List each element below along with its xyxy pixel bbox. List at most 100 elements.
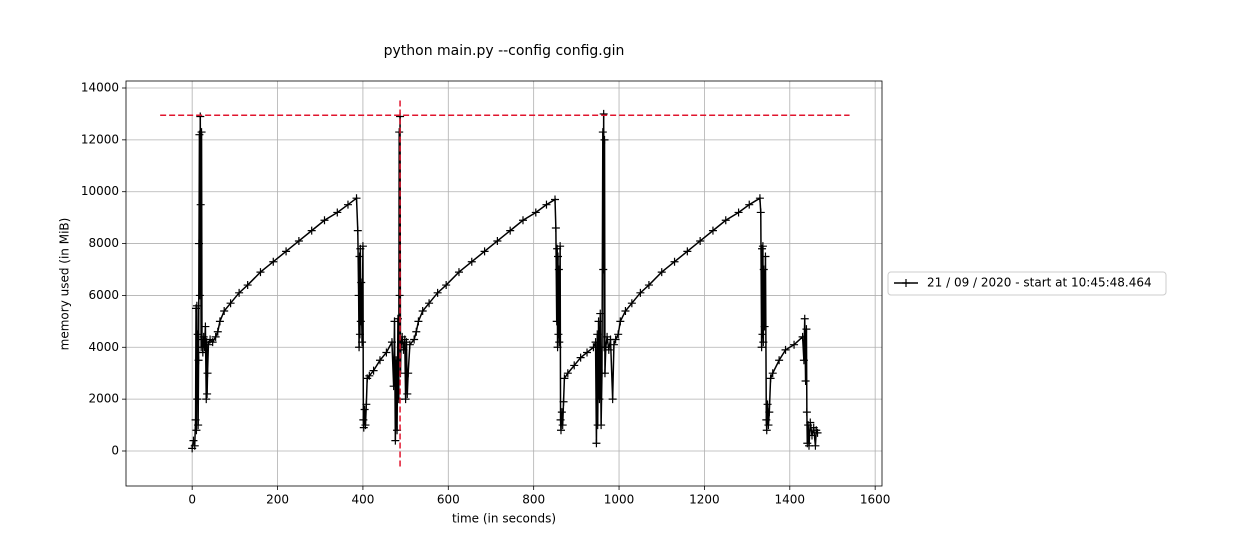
data-point bbox=[189, 436, 198, 445]
y-tick-label: 2000 bbox=[88, 392, 119, 406]
data-point bbox=[213, 327, 222, 336]
data-point bbox=[600, 135, 609, 144]
data-point bbox=[256, 268, 265, 277]
data-point bbox=[194, 356, 203, 365]
data-point bbox=[333, 208, 342, 217]
data-point bbox=[202, 395, 211, 404]
data-point bbox=[813, 428, 822, 437]
data-point bbox=[775, 356, 784, 365]
data-point bbox=[199, 332, 208, 341]
data-point bbox=[391, 436, 400, 445]
data-point bbox=[583, 348, 592, 357]
data-point bbox=[382, 348, 391, 357]
data-point bbox=[597, 421, 606, 430]
data-point bbox=[282, 247, 291, 256]
x-tick-label: 1400 bbox=[775, 493, 806, 507]
data-point bbox=[592, 439, 601, 448]
data-point bbox=[768, 369, 777, 378]
x-tick-label: 1600 bbox=[860, 493, 891, 507]
data-point bbox=[755, 194, 764, 203]
data-point bbox=[551, 195, 560, 204]
y-axis-label: memory used (in MiB) bbox=[58, 218, 72, 351]
series-line bbox=[191, 113, 819, 449]
data-point bbox=[596, 309, 605, 318]
data-point bbox=[781, 345, 790, 354]
legend-box bbox=[887, 271, 1167, 296]
data-point bbox=[355, 252, 364, 261]
data-point bbox=[636, 288, 645, 297]
data-point bbox=[765, 408, 774, 417]
x-tick-label: 600 bbox=[437, 493, 460, 507]
data-point bbox=[405, 340, 414, 349]
data-point bbox=[433, 288, 442, 297]
data-point bbox=[204, 340, 213, 349]
data-point bbox=[811, 441, 820, 450]
x-axis-label: time (in seconds) bbox=[452, 512, 556, 526]
data-point bbox=[600, 369, 609, 378]
data-point bbox=[343, 200, 352, 209]
data-point bbox=[353, 226, 362, 235]
data-point bbox=[763, 400, 772, 409]
x-tick-label: 0 bbox=[188, 493, 196, 507]
data-point bbox=[392, 356, 401, 365]
data-point bbox=[599, 109, 608, 118]
data-point bbox=[594, 317, 603, 326]
data-point bbox=[359, 415, 368, 424]
y-tick-label: 12000 bbox=[81, 132, 119, 146]
data-point bbox=[201, 322, 210, 331]
y-tick-label: 4000 bbox=[88, 340, 119, 354]
data-point bbox=[806, 418, 815, 427]
data-point bbox=[553, 343, 562, 352]
data-point bbox=[442, 281, 451, 290]
data-point bbox=[552, 317, 561, 326]
data-point bbox=[208, 338, 217, 347]
data-point bbox=[196, 112, 205, 121]
data-point bbox=[355, 343, 364, 352]
data-point bbox=[358, 338, 367, 347]
data-point bbox=[320, 216, 329, 225]
data-point bbox=[211, 332, 220, 341]
data-point bbox=[807, 431, 816, 440]
data-point bbox=[611, 335, 620, 344]
data-point bbox=[357, 278, 366, 287]
chart-title: python main.py --config config.gin bbox=[384, 43, 625, 59]
data-point bbox=[360, 405, 369, 414]
data-point bbox=[190, 441, 199, 450]
data-point bbox=[354, 291, 363, 300]
data-point bbox=[555, 338, 564, 347]
data-point bbox=[766, 374, 775, 383]
data-point bbox=[493, 236, 502, 245]
data-point bbox=[563, 369, 572, 378]
data-point bbox=[759, 265, 768, 274]
data-point bbox=[608, 395, 617, 404]
data-point bbox=[554, 330, 563, 339]
data-point bbox=[558, 421, 567, 430]
data-point bbox=[802, 325, 811, 334]
data-point bbox=[559, 397, 568, 406]
data-point bbox=[798, 332, 807, 341]
data-point bbox=[764, 421, 773, 430]
data-point bbox=[762, 415, 771, 424]
data-point bbox=[394, 395, 403, 404]
data-point bbox=[220, 306, 229, 315]
data-point bbox=[644, 281, 653, 290]
data-point bbox=[352, 194, 361, 203]
data-point bbox=[195, 291, 204, 300]
data-point bbox=[595, 395, 604, 404]
data-point bbox=[355, 330, 364, 339]
data-point bbox=[365, 371, 374, 380]
data-point bbox=[269, 257, 278, 266]
data-point bbox=[191, 415, 200, 424]
data-point bbox=[609, 340, 618, 349]
data-point bbox=[790, 340, 799, 349]
y-tick-label: 0 bbox=[111, 443, 119, 457]
data-point bbox=[192, 426, 201, 435]
data-point bbox=[518, 216, 527, 225]
data-point bbox=[198, 348, 207, 357]
data-point bbox=[551, 224, 560, 233]
data-point bbox=[734, 208, 743, 217]
data-point bbox=[403, 389, 412, 398]
data-point bbox=[226, 299, 235, 308]
